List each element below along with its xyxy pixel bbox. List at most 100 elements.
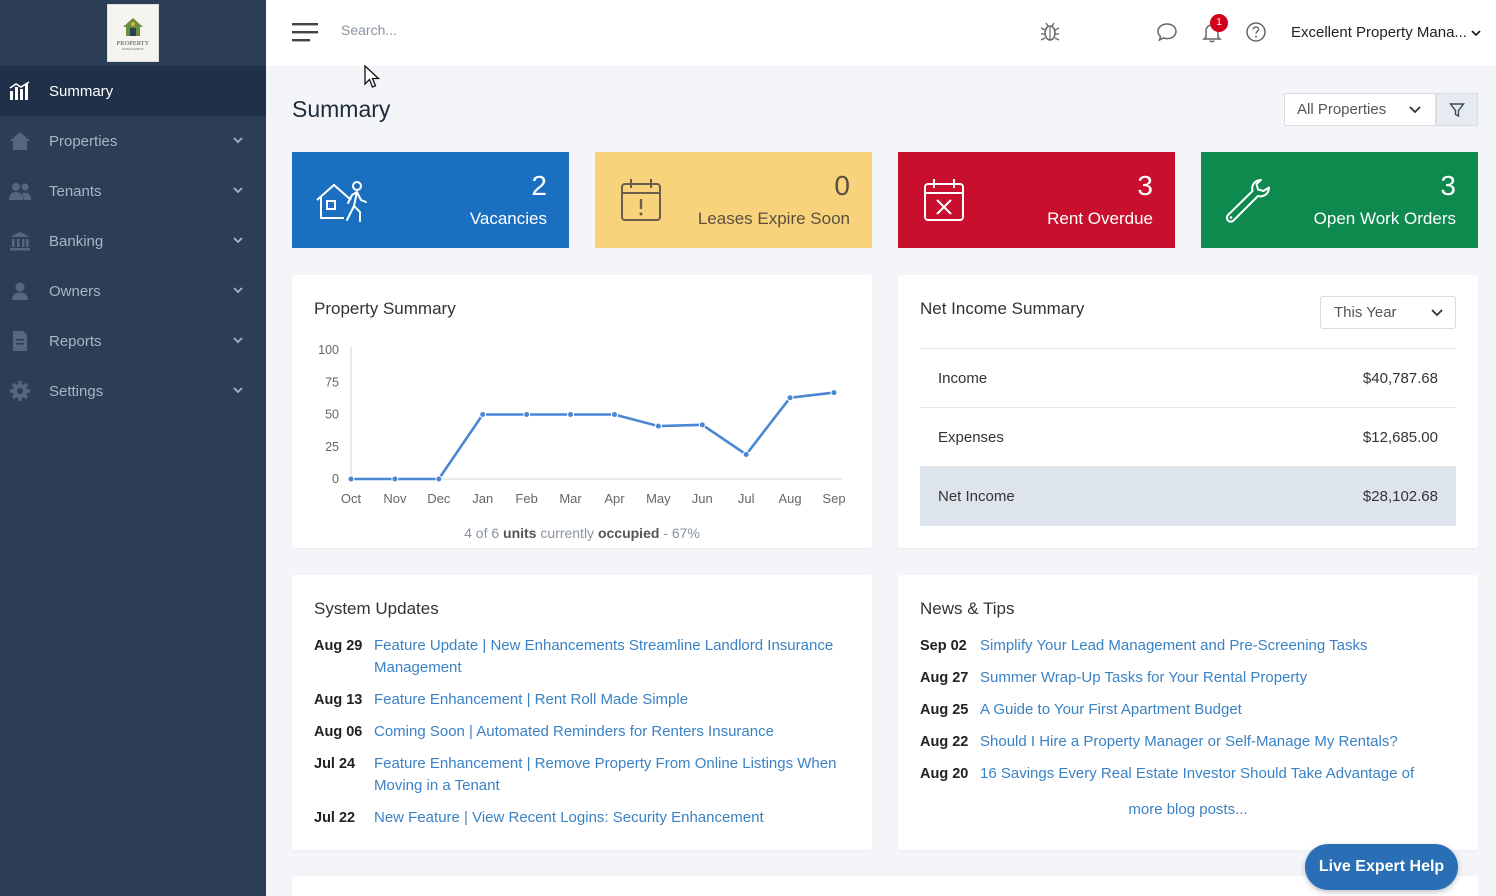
- data-point[interactable]: [698, 421, 706, 429]
- chevron-down-icon: [1471, 29, 1481, 36]
- house-logo-icon: [123, 18, 143, 36]
- chevron-down-icon: [233, 387, 243, 394]
- list-item: Aug 29 Feature Update | New Enhancements…: [314, 635, 850, 679]
- update-link[interactable]: Feature Enhancement | Remove Property Fr…: [374, 755, 837, 794]
- live-expert-help-button[interactable]: Live Expert Help: [1305, 844, 1458, 890]
- news-link[interactable]: A Guide to Your First Apartment Budget: [980, 701, 1242, 718]
- document-icon: [8, 329, 32, 353]
- income-table: Income $40,787.68 Expenses $12,685.00 Ne…: [920, 348, 1456, 526]
- news-date: Aug 25: [920, 702, 969, 718]
- account-name: Excellent Property Mana...: [1291, 24, 1467, 41]
- data-point[interactable]: [567, 411, 575, 418]
- data-point[interactable]: [435, 475, 443, 483]
- update-link[interactable]: Feature Update | New Enhancements Stream…: [374, 637, 834, 676]
- rent-overdue-count: 3: [1137, 170, 1153, 201]
- data-point[interactable]: [523, 411, 531, 418]
- home-icon: [8, 129, 32, 153]
- data-point[interactable]: [610, 411, 618, 418]
- more-blog-posts-link[interactable]: more blog posts...: [1128, 801, 1248, 818]
- data-point[interactable]: [742, 450, 750, 458]
- update-date: Aug 29: [314, 638, 363, 654]
- period-select[interactable]: This Year: [1320, 296, 1456, 329]
- sidebar-item-label: Tenants: [49, 182, 102, 200]
- net-income-card: Net Income Summary This Year Income $40,…: [898, 275, 1478, 548]
- update-link[interactable]: Coming Soon | Automated Reminders for Re…: [374, 723, 774, 740]
- x-tick-label: May: [646, 491, 671, 506]
- leases-expire-label: Leases Expire Soon: [697, 209, 850, 228]
- chevron-down-icon: [1431, 309, 1443, 317]
- news-link[interactable]: Summer Wrap-Up Tasks for Your Rental Pro…: [980, 669, 1308, 686]
- chat-bubble-icon[interactable]: [1155, 20, 1179, 44]
- sidebar-item-summary[interactable]: Summary: [0, 66, 266, 116]
- sidebar-item-settings[interactable]: Settings: [0, 366, 266, 416]
- sidebar-item-label: Banking: [49, 232, 104, 250]
- news-date: Aug 27: [920, 670, 969, 686]
- gear-icon: [8, 379, 32, 403]
- chart-bars-icon: [8, 79, 32, 103]
- users-icon: [8, 179, 32, 203]
- logo-subtext: MANAGEMENT: [122, 47, 144, 51]
- property-summary-title: Property Summary: [314, 299, 456, 318]
- expenses-row: Expenses $12,685.00: [920, 408, 1456, 467]
- help-icon[interactable]: [1244, 20, 1268, 44]
- update-link[interactable]: New Feature | View Recent Logins: Securi…: [374, 809, 764, 826]
- sidebar-item-tenants[interactable]: Tenants: [0, 166, 266, 216]
- sidebar-item-owners[interactable]: Owners: [0, 266, 266, 316]
- logo-area: PROPERTY MANAGEMENT: [0, 0, 266, 66]
- y-tick-label: 25: [325, 440, 339, 454]
- bug-icon[interactable]: [1038, 20, 1062, 44]
- occupancy-currently-word: currently: [536, 525, 598, 541]
- x-tick-label: Aug: [779, 491, 802, 506]
- sidebar-item-reports[interactable]: Reports: [0, 316, 266, 366]
- leases-expire-count: 0: [834, 170, 850, 201]
- system-updates-list: Aug 29 Feature Update | New Enhancements…: [314, 635, 850, 839]
- filter-button[interactable]: [1436, 93, 1478, 126]
- work-orders-tile[interactable]: 3 Open Work Orders: [1201, 152, 1478, 248]
- bottom-card-partial: [292, 876, 1478, 896]
- company-logo[interactable]: PROPERTY MANAGEMENT: [107, 4, 159, 62]
- sidebar-item-banking[interactable]: Banking: [0, 216, 266, 266]
- rent-overdue-label: Rent Overdue: [1047, 209, 1153, 228]
- news-link[interactable]: 16 Savings Every Real Estate Investor Sh…: [980, 765, 1415, 782]
- chevron-down-icon: [233, 237, 243, 244]
- hamburger-menu-icon[interactable]: [291, 20, 319, 44]
- data-point[interactable]: [347, 475, 355, 483]
- update-date: Aug 13: [314, 692, 363, 708]
- update-date: Jul 22: [314, 810, 356, 826]
- news-link[interactable]: Should I Hire a Property Manager or Self…: [980, 733, 1398, 750]
- sidebar-item-properties[interactable]: Properties: [0, 116, 266, 166]
- data-point[interactable]: [654, 422, 662, 430]
- account-menu[interactable]: Excellent Property Mana...: [1291, 24, 1481, 41]
- news-date: Sep 02: [920, 638, 967, 654]
- list-item: Aug 22 Should I Hire a Property Manager …: [920, 731, 1456, 753]
- income-label: Income: [938, 369, 988, 387]
- net-income-value: $28,102.68: [1362, 488, 1438, 505]
- data-point[interactable]: [786, 394, 794, 402]
- work-orders-count: 3: [1440, 170, 1456, 201]
- rent-overdue-tile[interactable]: 3 Rent Overdue: [898, 152, 1175, 248]
- list-item: Aug 20 16 Savings Every Real Estate Inve…: [920, 763, 1456, 785]
- property-filter-select[interactable]: All Properties: [1284, 93, 1436, 126]
- property-summary-card: Property Summary 0 25 50 75 100 Oct Nov Dec Jan…: [292, 275, 872, 548]
- update-link[interactable]: Feature Enhancement | Rent Roll Made Sim…: [374, 691, 689, 708]
- mouse-cursor-icon: [364, 64, 381, 88]
- search-input[interactable]: [341, 22, 641, 38]
- occupancy-units-word: units: [503, 525, 537, 541]
- occupancy-count: 4 of 6: [464, 525, 504, 541]
- data-point[interactable]: [391, 475, 399, 483]
- net-income-row: Net Income $28,102.68: [920, 467, 1456, 526]
- vacancies-tile[interactable]: 2 Vacancies: [292, 152, 569, 248]
- chevron-down-icon: [233, 187, 243, 194]
- sidebar-item-label: Settings: [49, 382, 104, 400]
- data-point[interactable]: [830, 389, 838, 397]
- list-item: Jul 22 New Feature | View Recent Logins:…: [314, 807, 850, 829]
- leases-expire-tile[interactable]: 0 Leases Expire Soon: [595, 152, 872, 248]
- logo-text: PROPERTY: [116, 41, 150, 47]
- sidebar: PROPERTY MANAGEMENT Summary Properties T…: [0, 0, 266, 896]
- y-tick-label: 100: [318, 343, 339, 357]
- news-link[interactable]: Simplify Your Lead Management and Pre-Sc…: [980, 637, 1368, 654]
- data-point[interactable]: [479, 411, 487, 418]
- property-filter-value: All Properties: [1297, 101, 1387, 118]
- x-tick-label: Nov: [383, 491, 407, 506]
- news-date: Aug 22: [920, 734, 969, 750]
